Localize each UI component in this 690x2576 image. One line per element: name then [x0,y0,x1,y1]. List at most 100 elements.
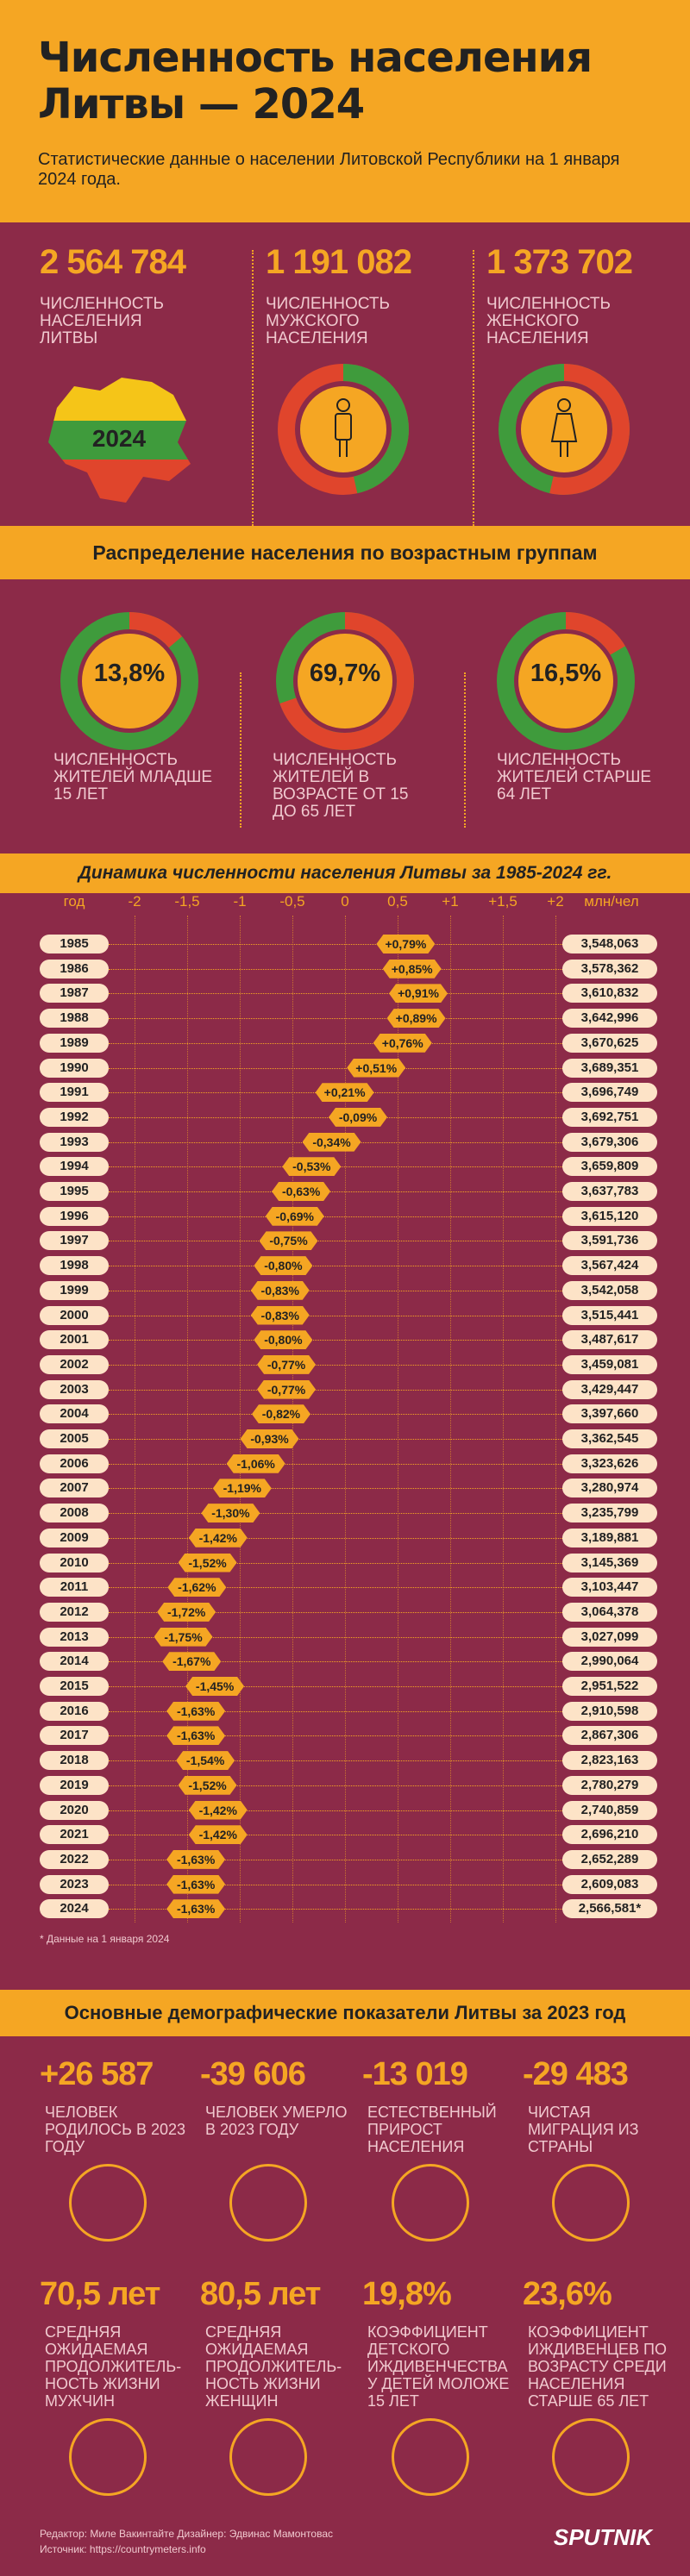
header: Численность населения Литвы — 2024 Стати… [0,0,690,222]
population-value: 3,692,751 [562,1107,657,1127]
population-value: 3,615,120 [562,1206,657,1226]
year-label: 2009 [40,1528,109,1547]
population-value: 3,103,447 [562,1578,657,1597]
row-line [109,1537,562,1539]
year-label: 2004 [40,1404,109,1424]
row-line [109,1562,562,1564]
stat-female-value: 1 373 702 [486,243,633,281]
divider [473,250,474,526]
age-ring-center [82,634,177,728]
stat-female: 1 373 702 Численность женского населения [486,243,690,347]
row-line [109,1810,562,1811]
row-line [109,1488,562,1490]
year-label: 1985 [40,935,109,953]
gridline [555,916,556,1923]
woman-icon [229,2418,307,2496]
row-line [109,1587,562,1589]
natural-growth-label: Естественный прирост населения [367,2104,497,2155]
migration-label: Чистая миграция из страны [528,2104,639,2155]
age-ring-center [518,634,613,728]
age-ring-share [60,612,198,750]
elder-dependency-label: Коэффициент иждивенцев по возрасту среди… [528,2323,667,2410]
age-section-band: Распределение населения по возрастным гр… [0,526,690,579]
births-value: +26 587 [40,2056,154,2092]
row-line [109,1042,562,1044]
axis-tick-label: +1,5 [488,893,518,910]
year-label: 2013 [40,1627,109,1647]
population-value: 2,740,859 [562,1800,657,1820]
change-bar: -0,77% [257,1355,316,1374]
female-life-value: 80,5 лет [200,2276,321,2312]
year-label: 2003 [40,1379,109,1399]
row-line [109,1785,562,1786]
year-label: 1999 [40,1280,109,1300]
row-line [109,1216,562,1217]
change-bar: -0,09% [329,1108,387,1127]
population-value: 2,780,279 [562,1775,657,1795]
population-chart: год -2 -1,5 -1 -0,5 0 0,5 +1 +1,5 +2 млн/чел 1985 3,… [0,893,690,1979]
population-value: 3,679,306 [562,1132,657,1152]
change-bar: -0,80% [254,1256,312,1275]
population-value: 3,145,369 [562,1553,657,1572]
change-bar: -1,67% [162,1652,221,1671]
change-bar: -1,63% [166,1850,225,1869]
year-label: 2002 [40,1354,109,1374]
age-group-label: Численность жителей в возрасте от 15 до … [273,751,409,821]
row-line [109,1513,562,1515]
axis-tick-label: +1 [442,893,459,910]
year-label: 2005 [40,1429,109,1448]
change-bar: -0,77% [257,1380,316,1399]
year-label: 1987 [40,984,109,1004]
population-value: 3,578,362 [562,959,657,979]
child-dependency-label: Коэффициент детского иждивенчества у дет… [367,2323,510,2410]
population-value: 3,362,545 [562,1429,657,1448]
row-line [109,1340,562,1341]
year-label: 2022 [40,1849,109,1869]
axis-tick-label: -1,5 [174,893,200,910]
row-line [109,1909,562,1910]
age-group-value: 16,5% [530,660,602,687]
stat-male-label: Численность мужского населения [266,295,390,347]
year-label: 2012 [40,1602,109,1622]
change-bar: +0,21% [316,1083,374,1102]
births-label: Человек родилось в 2023 году [45,2104,186,2155]
row-line [109,1364,562,1366]
row-line [109,968,562,970]
population-value: 2,652,289 [562,1849,657,1869]
year-label: 1990 [40,1058,109,1078]
population-value: 2,951,522 [562,1677,657,1696]
gridline [240,916,241,1923]
year-label: 2018 [40,1751,109,1771]
population-value: 3,429,447 [562,1379,657,1399]
year-label: 1998 [40,1256,109,1276]
population-value: 2,609,083 [562,1874,657,1894]
population-value: 3,591,736 [562,1231,657,1251]
row-line [109,1389,562,1391]
age-ring-center [298,634,392,728]
year-label: 1986 [40,959,109,979]
year-label: 2006 [40,1454,109,1473]
male-life-value: 70,5 лет [40,2276,160,2312]
divider [240,672,242,828]
year-label: 2008 [40,1504,109,1523]
population-value: 3,280,974 [562,1479,657,1498]
chart-footnote: * Данные на 1 января 2024 [40,1933,170,1945]
year-label: 1989 [40,1033,109,1053]
stat-male: 1 191 082 Численность мужского населения [266,243,481,347]
population-value: 3,027,099 [562,1627,657,1647]
demo-band: Основные демографические показатели Литв… [0,1990,690,2036]
row-line [109,1710,562,1712]
elderly-icon [552,2418,630,2496]
change-bar: -1,19% [213,1479,272,1497]
demo-title: Основные демографические показатели Литв… [64,2002,626,2023]
population-value: 2,990,064 [562,1652,657,1672]
axis-year-label: год [63,893,85,910]
population-value: 3,548,063 [562,935,657,953]
year-label: 2024 [40,1899,109,1919]
change-bar: -1,75% [154,1628,213,1647]
axis-tick-label: 0 [341,893,349,910]
population-value: 3,235,799 [562,1504,657,1523]
deaths-value: -39 606 [200,2056,306,2092]
change-bar: -1,63% [166,1702,225,1721]
